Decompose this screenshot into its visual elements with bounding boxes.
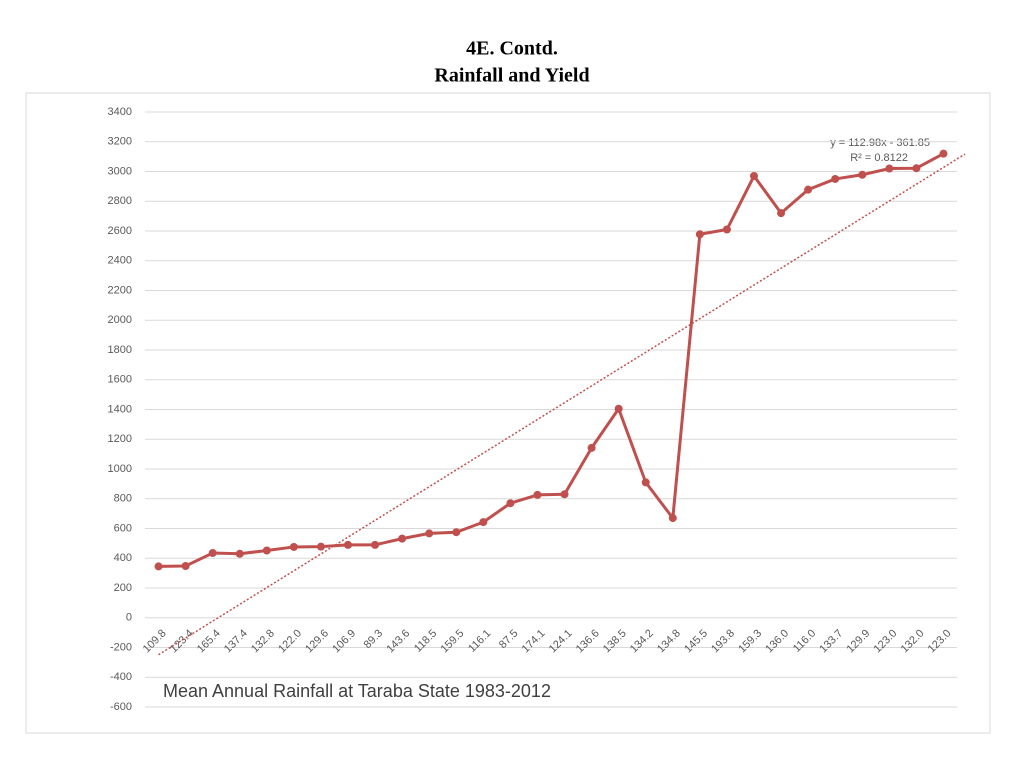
x-tick-label: 109.8 (141, 627, 169, 655)
chart-title: 4E. Contd. (466, 38, 558, 60)
point (344, 540, 352, 549)
y-tick-label: 2600 (108, 225, 132, 237)
point (777, 209, 786, 218)
point (831, 174, 840, 183)
x-tick-label: 132.0 (899, 627, 927, 655)
y-tick-label: -600 (110, 701, 132, 713)
series-line (158, 152, 945, 568)
point (289, 542, 298, 551)
x-tick-label: 123.0 (926, 627, 954, 655)
x-tick-label: 145.5 (682, 627, 710, 655)
point (398, 534, 407, 543)
x-tick-label: 123.0 (872, 627, 900, 655)
x-tick-label: 143.6 (384, 627, 412, 655)
x-tick-label: 159.3 (736, 627, 764, 655)
x-tick-label: 129.9 (844, 627, 872, 655)
point (371, 540, 380, 549)
point (722, 225, 731, 234)
y-tick-label: 2800 (108, 195, 132, 207)
y-tick-label: 2000 (108, 314, 132, 326)
point (668, 514, 677, 523)
x-tick-label: 138.5 (601, 627, 629, 655)
x-tick-label: 133.7 (817, 627, 845, 655)
y-tick-label: 3000 (108, 165, 132, 177)
point (695, 230, 704, 239)
x-tick-label: 134.8 (655, 627, 683, 655)
y-tick-label: 400 (114, 552, 132, 564)
chart-subtitle: Rainfall and Yield (434, 65, 589, 87)
point (181, 561, 190, 570)
point (452, 528, 461, 537)
point (614, 404, 623, 413)
point (533, 490, 542, 499)
point (750, 171, 758, 180)
x-tick-label: 118.5 (412, 627, 439, 654)
y-tick-label: 600 (114, 522, 132, 534)
point (316, 542, 325, 551)
x-tick-label: 129.6 (303, 627, 331, 655)
x-tick-label: 123.4 (168, 627, 196, 655)
y-tick-label: 3400 (108, 106, 132, 118)
x-tick-label: 106.9 (330, 627, 358, 655)
trend-equation: y = 112.98x - 361.85 (830, 137, 930, 149)
chart-frame (25, 92, 991, 734)
x-tick-label: 193.8 (709, 627, 737, 655)
y-tick-label: 1800 (108, 344, 132, 356)
x-tick-label: 116.0 (791, 627, 818, 654)
point (885, 164, 894, 173)
point (912, 164, 921, 173)
point (235, 549, 244, 558)
x-axis-title: Mean Annual Rainfall at Taraba State 198… (163, 681, 551, 701)
y-tick-label: 1200 (108, 433, 132, 445)
y-tick-label: 1400 (108, 403, 132, 415)
y-tick-label: 800 (114, 493, 132, 505)
x-tick-label: 174.1 (520, 627, 548, 655)
point (262, 546, 271, 555)
y-tick-label: 1600 (108, 374, 132, 386)
x-tick-label: 137.4 (222, 627, 250, 655)
x-tick-label: 132.8 (249, 627, 277, 655)
x-tick-label: 159.5 (438, 627, 466, 655)
x-tick-label: 136.0 (763, 627, 791, 655)
y-tick-label: 2200 (108, 284, 132, 296)
point (587, 443, 596, 452)
x-tick-label: 124.1 (547, 627, 575, 655)
point (208, 549, 217, 558)
y-tick-label: 0 (126, 612, 132, 624)
y-tick-label: -400 (110, 671, 132, 683)
point (479, 518, 488, 527)
x-tick-label: 116.1 (466, 627, 493, 654)
y-tick-label: 3200 (108, 136, 132, 148)
point (425, 529, 434, 538)
y-tick-label: 1000 (108, 463, 132, 475)
y-tick-label: 2400 (108, 255, 132, 267)
x-tick-label: 122.0 (276, 627, 304, 655)
y-tick-label: 200 (114, 582, 132, 594)
point (154, 562, 163, 571)
x-tick-label: 134.2 (628, 627, 656, 655)
trend-r2: R² = 0.8122 (850, 152, 908, 164)
point (939, 149, 948, 158)
point (560, 490, 569, 499)
x-tick-label: 136.6 (574, 627, 602, 655)
point (804, 185, 813, 194)
trendline (158, 153, 966, 656)
point (858, 170, 867, 179)
y-tick-label: -200 (110, 641, 132, 653)
x-tick-label: 165.4 (195, 627, 223, 655)
point (506, 499, 515, 508)
point (641, 478, 650, 487)
